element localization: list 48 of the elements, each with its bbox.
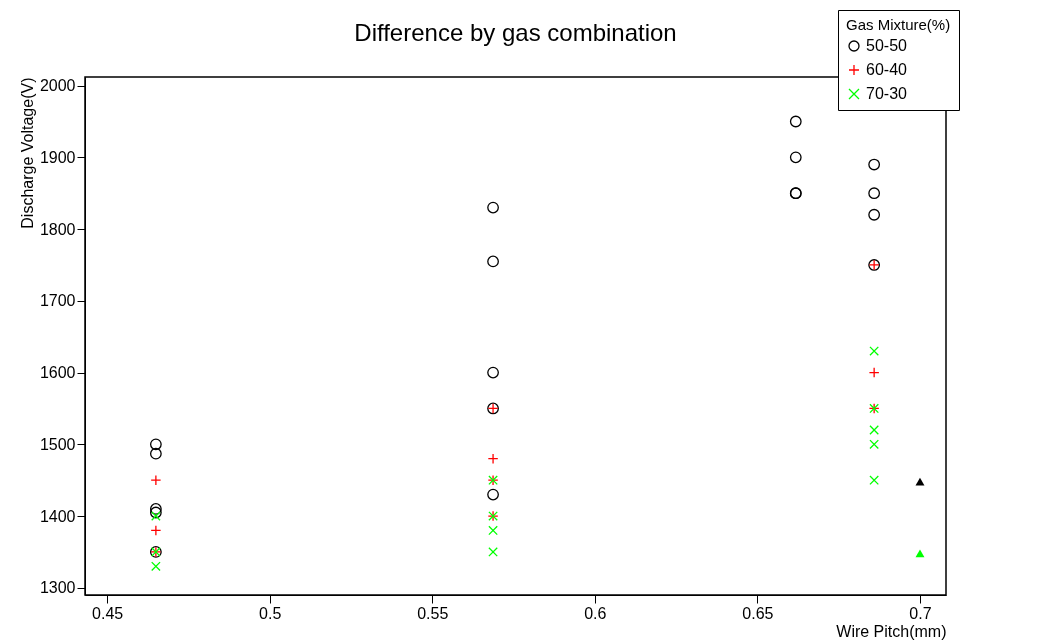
x-tick-label: 0.7 <box>909 604 932 622</box>
point <box>487 366 499 379</box>
x-tick-label: 0.65 <box>742 604 774 622</box>
x-tick-label: 0.45 <box>92 604 124 622</box>
y-tick-label: 1900 <box>39 148 76 166</box>
y-tick-label: 2000 <box>39 77 76 95</box>
point <box>149 506 162 519</box>
point <box>868 208 881 221</box>
point <box>789 151 802 164</box>
x-tick-label: 0.6 <box>584 604 607 622</box>
y-tick-label: 1500 <box>39 435 76 453</box>
y-tick-label: 1800 <box>39 220 76 238</box>
legend-label: 60-40 <box>866 61 908 78</box>
point <box>868 367 880 378</box>
x-tick-label: 0.55 <box>417 604 449 622</box>
point <box>487 488 499 501</box>
point <box>149 503 162 515</box>
point <box>789 115 802 128</box>
point <box>488 525 498 536</box>
legend-label: 50-50 <box>866 37 908 54</box>
point <box>869 346 879 356</box>
x-tick-label: 0.5 <box>259 604 282 622</box>
x-axis-title: Wire Pitch(mm) <box>836 622 947 640</box>
point <box>915 477 925 486</box>
point <box>149 438 162 451</box>
point <box>868 158 881 171</box>
point <box>151 561 161 572</box>
point <box>150 474 162 486</box>
y-axis-title: Discharge Voltage(V) <box>18 77 36 229</box>
y-tick-label: 1400 <box>39 507 76 525</box>
point <box>915 549 925 558</box>
point <box>487 201 499 214</box>
point <box>487 453 499 465</box>
y-tick-label: 1600 <box>39 364 76 382</box>
y-tick-label: 1700 <box>39 292 76 310</box>
legend-label: 70-30 <box>866 85 908 102</box>
point <box>869 439 879 450</box>
point <box>149 447 162 460</box>
point <box>488 547 498 557</box>
point <box>150 525 162 536</box>
point <box>868 187 881 200</box>
point <box>869 425 879 435</box>
point <box>869 475 879 486</box>
point <box>487 255 499 268</box>
legend-title: Gas Mixture(%) <box>846 16 951 33</box>
point <box>151 511 161 521</box>
chart-title: Difference by gas combination <box>354 18 677 46</box>
y-tick-label: 1300 <box>39 579 76 597</box>
